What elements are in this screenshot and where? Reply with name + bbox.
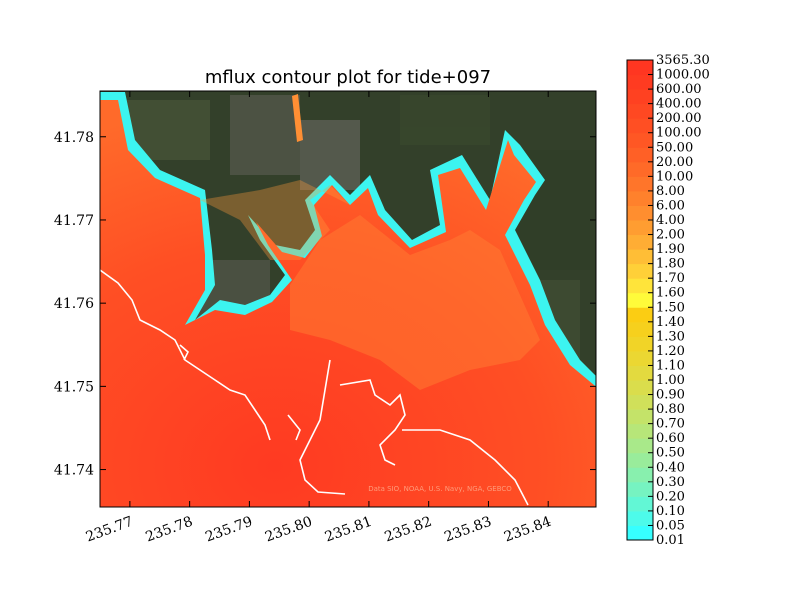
- colorbar-tick-label: 0.90: [656, 388, 685, 403]
- x-tick-label: 235.81: [323, 514, 375, 546]
- inner-flux-gradient: [290, 215, 540, 390]
- colorbar-segment: [627, 365, 653, 381]
- colorbar-tick-label: 200.00: [656, 111, 702, 126]
- colorbar-segment: [627, 481, 653, 497]
- colorbar-tick-label: 0.60: [656, 431, 685, 446]
- colorbar-segment: [627, 321, 653, 337]
- y-tick-label: 41.75: [54, 379, 94, 395]
- colorbar-tick-label: 6.00: [656, 198, 685, 213]
- colorbar-tick-label: 100.00: [656, 126, 702, 141]
- x-tick-label: 235.79: [203, 514, 255, 546]
- colorbar-segment: [627, 118, 653, 134]
- colorbar-segment: [627, 336, 653, 352]
- x-tick-label: 235.82: [383, 514, 435, 546]
- colorbar-tick-label: 1.70: [656, 271, 685, 286]
- colorbar-segment: [627, 394, 653, 410]
- colorbar-ticks: 0.010.050.100.200.300.400.500.600.700.80…: [648, 53, 710, 548]
- colorbar-segment: [627, 496, 653, 512]
- colorbar-segment: [627, 234, 653, 250]
- colorbar-segment: [627, 161, 653, 177]
- colorbar-tick-label: 1.20: [656, 344, 685, 359]
- plot-area: Data SIO, NOAA, U.S. Navy, NGA, GEBCO: [100, 91, 596, 507]
- colorbar-segment: [627, 278, 653, 294]
- y-tick-label: 41.76: [54, 296, 94, 312]
- colorbar-segment: [627, 452, 653, 468]
- colorbar-frame: [626, 59, 654, 541]
- x-tick-label: 235.77: [84, 514, 136, 546]
- colorbar-segment: [627, 132, 653, 148]
- colorbar-segment: [627, 89, 653, 105]
- colorbar: [627, 60, 653, 541]
- colorbar-tick-label: 0.20: [656, 489, 685, 504]
- y-tick-label: 41.77: [54, 213, 94, 229]
- colorbar-tick-label: 1.30: [656, 329, 685, 344]
- colorbar-segment: [627, 438, 653, 454]
- colorbar-segment: [627, 423, 653, 439]
- colorbar-tick-label: 0.50: [656, 446, 685, 461]
- colorbar-tick-label: 0.05: [656, 518, 685, 533]
- colorbar-segment: [627, 103, 653, 119]
- x-tick-label: 235.80: [263, 514, 315, 546]
- data-credit: Data SIO, NOAA, U.S. Navy, NGA, GEBCO: [368, 485, 512, 493]
- colorbar-segment: [627, 205, 653, 221]
- colorbar-tick-label: 1.40: [656, 315, 685, 330]
- colorbar-segment: [627, 147, 653, 163]
- colorbar-segment: [627, 292, 653, 308]
- colorbar-tick-label: 2.00: [656, 228, 685, 243]
- colorbar-segment: [627, 525, 653, 541]
- colorbar-tick-label: 10.00: [656, 169, 693, 184]
- y-axis: 41.74 41.75 41.76 41.77 41.78: [54, 130, 596, 479]
- colorbar-segment: [627, 176, 653, 192]
- colorbar-tick-label: 3565.30: [656, 53, 710, 68]
- colorbar-segment: [627, 380, 653, 396]
- y-tick-label: 41.78: [54, 130, 94, 146]
- colorbar-tick-label: 0.30: [656, 475, 685, 490]
- colorbar-segment: [627, 307, 653, 323]
- outer-flux-gradient: [200, 180, 350, 260]
- colorbar-tick-label: 0.70: [656, 417, 685, 432]
- colorbar-tick-label: 0.80: [656, 402, 685, 417]
- colorbar-tick-label: 20.00: [656, 155, 693, 170]
- colorbar-segment: [627, 350, 653, 366]
- colorbar-tick-label: 1.90: [656, 242, 685, 257]
- colorbar-tick-label: 1.60: [656, 286, 685, 301]
- colorbar-tick-label: 0.01: [656, 533, 685, 548]
- colorbar-segment: [627, 409, 653, 425]
- colorbar-tick-label: 0.40: [656, 460, 685, 475]
- colorbar-tick-label: 1000.00: [656, 68, 710, 83]
- colorbar-tick-label: 600.00: [656, 82, 702, 97]
- colorbar-tick-label: 4.00: [656, 213, 685, 228]
- colorbar-tick-label: 0.10: [656, 504, 685, 519]
- colorbar-segment: [627, 60, 653, 76]
- x-tick-label: 235.83: [442, 514, 494, 546]
- coastline-trace: [100, 269, 529, 506]
- chart-title: mflux contour plot for tide+097: [205, 67, 491, 88]
- colorbar-tick-label: 50.00: [656, 140, 693, 155]
- x-tick-label: 235.84: [502, 514, 554, 546]
- colorbar-segment: [627, 263, 653, 279]
- colorbar-tick-label: 1.80: [656, 257, 685, 272]
- colorbar-segment: [627, 220, 653, 236]
- upper-channel: [292, 94, 303, 142]
- colorbar-tick-label: 400.00: [656, 97, 702, 112]
- colorbar-tick-label: 1.10: [656, 358, 685, 373]
- colorbar-tick-label: 1.00: [656, 373, 685, 388]
- colorbar-segment: [627, 510, 653, 526]
- colorbar-tick-label: 8.00: [656, 184, 685, 199]
- colorbar-segment: [627, 249, 653, 265]
- colorbar-tick-label: 1.50: [656, 300, 685, 315]
- plot-frame: [99, 90, 597, 508]
- x-tick-label: 235.78: [143, 514, 195, 546]
- colorbar-segment: [627, 74, 653, 90]
- colorbar-segment: [627, 190, 653, 206]
- y-tick-label: 41.74: [54, 463, 94, 479]
- colorbar-segment: [627, 467, 653, 483]
